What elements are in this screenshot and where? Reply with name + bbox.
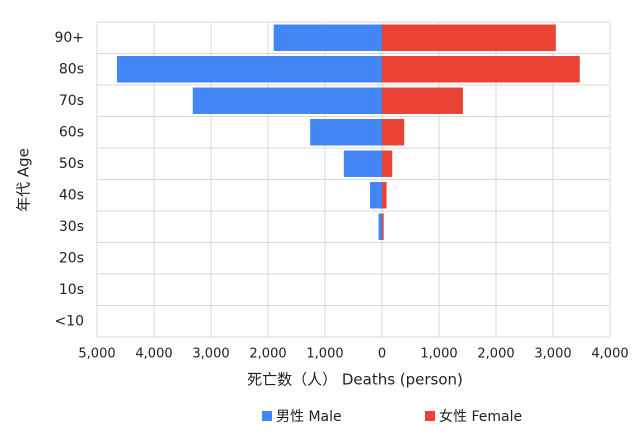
bar: [310, 119, 382, 146]
legend-label: 女性 Female: [439, 408, 522, 425]
x-tick-label: 2,000: [249, 347, 286, 362]
x-tick-label: 1,000: [420, 347, 457, 362]
y-tick-label: 30s: [59, 219, 84, 235]
y-tick-label: 20s: [59, 250, 84, 266]
bar: [378, 213, 382, 240]
x-tick-label: 5,000: [78, 347, 115, 362]
bar: [382, 24, 556, 51]
y-tick-label: 40s: [59, 187, 84, 203]
y-tick-label: 60s: [59, 124, 84, 140]
y-axis-label: 年代 Age: [15, 148, 33, 212]
bar: [370, 182, 382, 209]
x-axis-label: 死亡数（人） Deaths (person): [247, 371, 463, 389]
y-tick-label: 80s: [59, 61, 84, 77]
bar: [343, 150, 382, 177]
legend-swatch: [425, 411, 435, 421]
x-tick-label: 2,000: [477, 347, 514, 362]
bar: [116, 56, 382, 83]
y-tick-label: 50s: [59, 156, 84, 172]
y-tick-label: 90+: [54, 30, 84, 46]
bar: [382, 119, 405, 146]
x-tick-label: 1,000: [306, 347, 343, 362]
legend-label: 男性 Male: [276, 409, 342, 425]
y-tick-label: 10s: [59, 282, 84, 298]
x-tick-label: 3,000: [192, 347, 229, 362]
bar: [382, 213, 384, 240]
y-tick-label: <10: [54, 313, 84, 329]
legend-swatch: [262, 411, 272, 421]
x-tick-label: 0: [378, 347, 386, 362]
bar: [382, 150, 393, 177]
bar: [382, 182, 387, 209]
bar: [273, 24, 382, 51]
x-tick-label: 3,000: [534, 347, 571, 362]
x-tick-label: 4,000: [591, 347, 628, 362]
bar: [382, 56, 580, 83]
y-tick-label: 70s: [59, 93, 84, 109]
x-tick-label: 4,000: [135, 347, 172, 362]
bar: [382, 87, 463, 114]
bar: [192, 87, 382, 114]
